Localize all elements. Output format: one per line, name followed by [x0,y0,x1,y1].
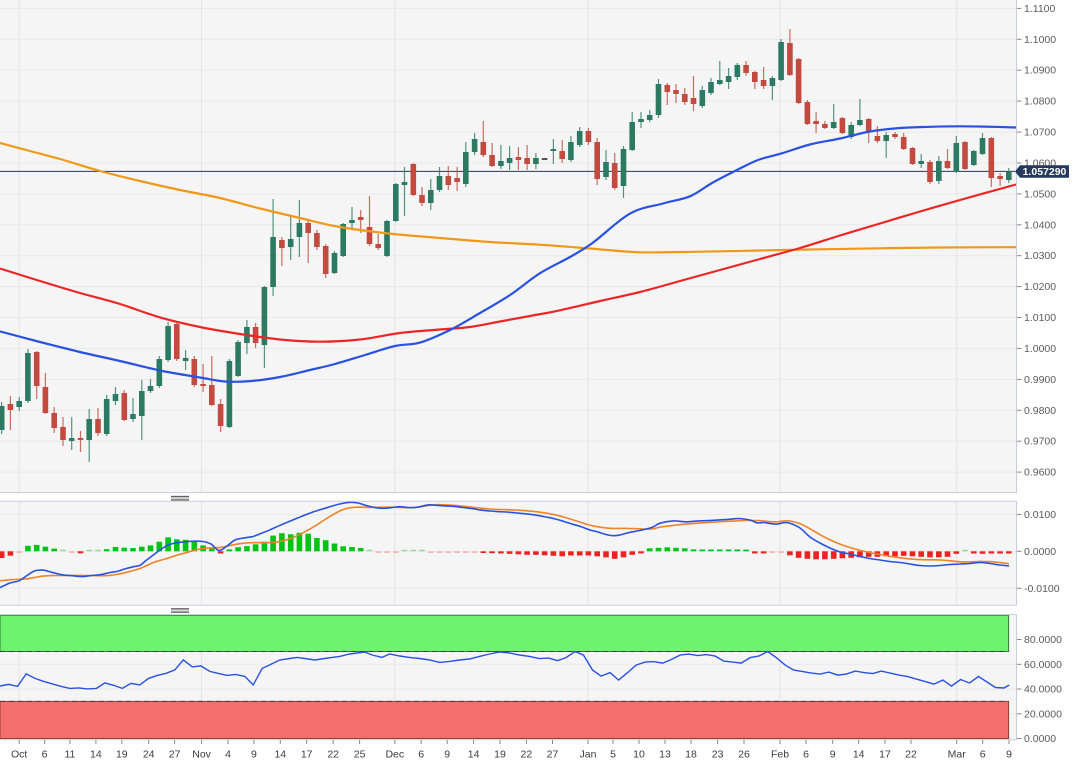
svg-text:1.057290: 1.057290 [1023,166,1067,178]
svg-text:1.0500: 1.0500 [1024,188,1056,200]
svg-text:22: 22 [905,749,917,761]
svg-text:1.0400: 1.0400 [1024,219,1056,231]
svg-text:11: 11 [64,749,75,761]
svg-text:25: 25 [354,749,366,761]
svg-text:1.0100: 1.0100 [1024,312,1056,324]
svg-text:24: 24 [143,749,155,761]
svg-text:18: 18 [685,749,697,761]
svg-text:0.9600: 0.9600 [1024,467,1056,479]
svg-text:14: 14 [90,749,102,761]
svg-text:9: 9 [251,749,257,761]
svg-text:6: 6 [803,749,809,761]
svg-text:27: 27 [547,749,559,761]
svg-text:23: 23 [712,749,724,761]
svg-text:26: 26 [738,749,750,761]
svg-text:9: 9 [1006,749,1012,761]
svg-text:19: 19 [494,749,506,761]
svg-text:1.1100: 1.1100 [1024,3,1055,15]
svg-text:9: 9 [830,749,836,761]
svg-text:1.0700: 1.0700 [1024,127,1056,139]
svg-text:Mar: Mar [948,749,967,761]
svg-text:Jan: Jan [580,749,597,761]
svg-text:14: 14 [853,749,865,761]
svg-text:0.9700: 0.9700 [1024,436,1056,448]
svg-text:10: 10 [633,749,645,761]
svg-text:6: 6 [980,749,986,761]
svg-text:1.1000: 1.1000 [1024,34,1056,46]
svg-text:22: 22 [327,749,339,761]
svg-text:1.0000: 1.0000 [1024,343,1056,355]
svg-text:1.0900: 1.0900 [1024,65,1056,77]
svg-text:-0.0100: -0.0100 [1024,583,1060,595]
svg-text:20.0000: 20.0000 [1024,708,1062,720]
svg-text:0.9800: 0.9800 [1024,405,1056,417]
svg-text:19: 19 [116,749,128,761]
svg-text:0.0000: 0.0000 [1024,546,1056,558]
svg-text:40.0000: 40.0000 [1024,684,1062,696]
svg-text:13: 13 [659,749,671,761]
svg-text:17: 17 [879,749,891,761]
svg-text:6: 6 [418,749,424,761]
svg-text:0.0000: 0.0000 [1024,733,1056,745]
svg-text:Feb: Feb [771,749,789,761]
svg-text:80.0000: 80.0000 [1024,634,1062,646]
svg-text:5: 5 [610,749,616,761]
svg-text:Nov: Nov [192,749,211,761]
svg-text:27: 27 [169,749,181,761]
svg-text:Oct: Oct [11,749,27,761]
svg-text:60.0000: 60.0000 [1024,659,1062,671]
svg-text:1.0200: 1.0200 [1024,281,1056,293]
svg-text:1.0300: 1.0300 [1024,250,1056,262]
svg-text:14: 14 [468,749,480,761]
svg-text:22: 22 [521,749,533,761]
svg-text:Dec: Dec [385,749,404,761]
svg-text:0.0100: 0.0100 [1024,509,1056,521]
svg-text:1.0800: 1.0800 [1024,96,1056,108]
svg-text:4: 4 [225,749,231,761]
svg-text:0.9900: 0.9900 [1024,374,1056,386]
svg-text:6: 6 [42,749,48,761]
svg-text:9: 9 [444,749,450,761]
svg-text:17: 17 [301,749,313,761]
svg-text:14: 14 [274,749,286,761]
